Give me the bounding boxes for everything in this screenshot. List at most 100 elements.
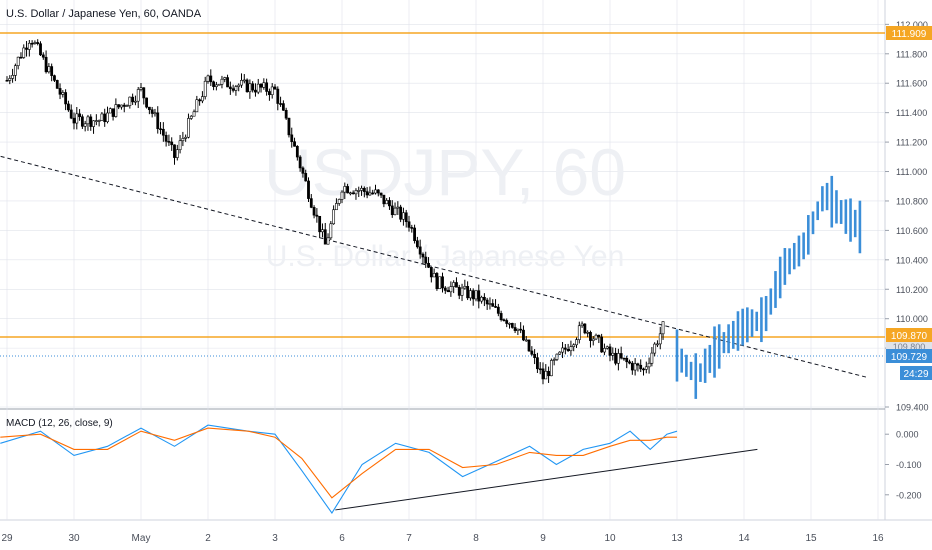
candle-body [226, 77, 229, 88]
candle-body [94, 120, 98, 122]
projection-bar [844, 199, 848, 234]
projection-bar [853, 209, 857, 238]
candle-body [482, 296, 486, 301]
candle-body [337, 199, 341, 204]
candle-body [187, 118, 190, 138]
candle-body [362, 187, 366, 192]
candle-body [293, 141, 296, 147]
price-tick-label: 111.600 [896, 79, 927, 89]
candle-body [279, 103, 282, 105]
projection-bar [746, 307, 749, 343]
candle-body [597, 334, 601, 338]
candle-body [242, 79, 246, 82]
candle-body [41, 54, 45, 58]
projection-bar [821, 186, 824, 212]
candle-body [650, 352, 654, 364]
candle-body [159, 128, 162, 131]
projection-bar [760, 297, 763, 343]
resistance-badge: 111.909 [886, 26, 932, 40]
candle-body [608, 346, 612, 356]
candle-body [125, 105, 129, 107]
candle-body [658, 333, 662, 345]
candles [5, 39, 665, 385]
price-tick-label: 110.000 [896, 314, 928, 324]
candle-body [307, 180, 310, 199]
candle-body [326, 237, 330, 245]
candle-body [103, 113, 107, 123]
price-tick-label: 109.400 [896, 403, 929, 413]
projection-bar [839, 200, 843, 224]
projection-bar [755, 311, 759, 332]
candle-body [390, 205, 394, 216]
candle-body [189, 115, 193, 119]
candle-body [396, 206, 400, 209]
candle-body [50, 66, 54, 76]
projection-bars [675, 175, 862, 399]
candle-body [39, 43, 42, 56]
projection-bar [722, 332, 726, 354]
candle-body [603, 348, 606, 353]
candle-body [600, 336, 604, 353]
candle-body [128, 96, 132, 106]
candle-body [407, 221, 411, 228]
signal-line [0, 427, 677, 499]
projection-bar [825, 182, 829, 211]
candle-body [513, 327, 517, 331]
candle-body [516, 328, 520, 331]
candle-body [544, 370, 548, 380]
candle-body [360, 187, 363, 191]
candle-body [446, 290, 450, 293]
candle-body [463, 286, 467, 289]
candle-body [78, 113, 81, 118]
candle-body [161, 128, 165, 136]
candle-body [413, 227, 416, 242]
projection-bar [731, 320, 735, 349]
candle-body [259, 83, 263, 88]
candle-body [136, 89, 140, 102]
candle-body [86, 116, 90, 125]
candle-body [628, 361, 631, 364]
projection-bar [703, 348, 707, 383]
candle-body [549, 360, 553, 377]
candle-body [173, 144, 176, 158]
candle-body [67, 103, 70, 111]
candle-body [530, 350, 534, 355]
candle-body [499, 313, 503, 320]
macd-tick-label: 0.000 [896, 430, 919, 440]
svg-text:109.800: 109.800 [893, 342, 926, 352]
projection-bar [699, 363, 702, 382]
candle-body [474, 290, 478, 300]
candle-body [642, 368, 645, 371]
candle-body [44, 56, 48, 73]
time-tick-label: 13 [671, 533, 683, 544]
candle-body [134, 100, 137, 103]
candle-body [639, 364, 643, 370]
candle-body [92, 120, 95, 127]
candle-body [5, 79, 9, 82]
macd-tick-label: -0.100 [896, 460, 922, 470]
macd-trendline[interactable] [335, 448, 758, 511]
candle-body [61, 92, 65, 95]
candle-body [577, 325, 581, 340]
candle-body [616, 353, 620, 364]
candle-body [309, 198, 313, 208]
time-tick-label: May [132, 533, 151, 544]
candle-body [256, 83, 260, 93]
time-tick-label: 16 [872, 533, 884, 544]
candle-body [572, 344, 576, 347]
candle-body [122, 104, 126, 107]
projection-bar [816, 201, 819, 221]
candle-body [661, 321, 665, 335]
price-tick-label: 110.800 [896, 196, 928, 206]
candle-body [170, 141, 174, 146]
candle-body [469, 290, 472, 299]
candle-body [533, 353, 537, 358]
time-tick-label: 3 [272, 533, 278, 544]
time-tick-label: 2 [205, 533, 211, 544]
candle-body [575, 339, 578, 346]
projection-bar [807, 215, 810, 255]
candle-body [340, 191, 344, 200]
price-tick-label: 111.800 [896, 49, 927, 59]
projection-bar [680, 348, 683, 373]
candle-body [16, 56, 20, 66]
